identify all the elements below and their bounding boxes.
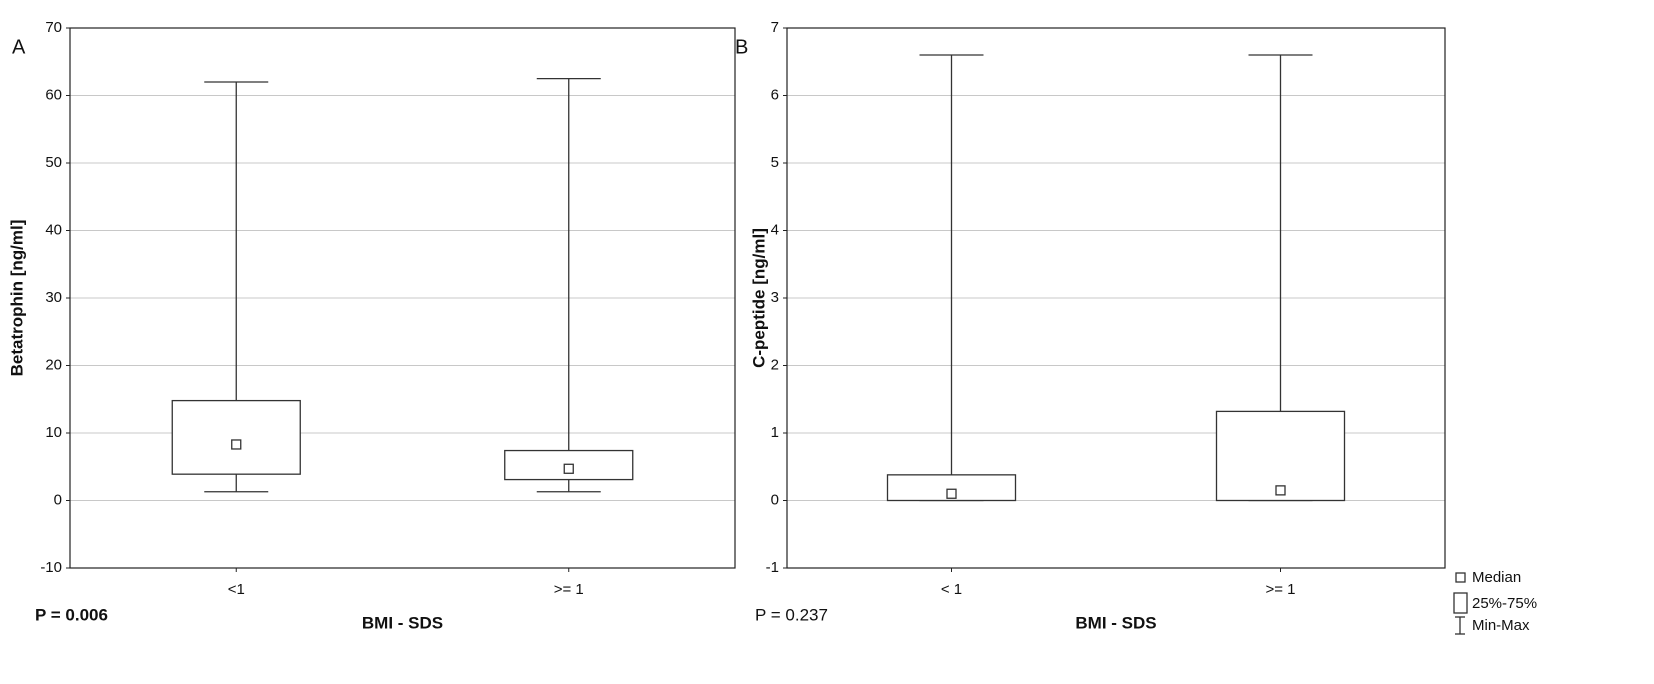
median-marker [946, 488, 957, 499]
y-tick-label: 20 [45, 356, 62, 373]
y-tick-label: 60 [45, 86, 62, 103]
y-axis-label: C-peptide [ng/ml] [749, 228, 768, 368]
legend-label: Min-Max [1472, 617, 1530, 634]
p-value: P = 0.237 [755, 605, 828, 624]
y-tick-label: 40 [45, 221, 62, 238]
y-tick-label: 0 [771, 491, 779, 508]
y-tick-label: 10 [45, 424, 62, 441]
y-tick-label: 70 [45, 19, 62, 36]
x-tick-label: < 1 [941, 581, 962, 598]
legend-label: Median [1472, 569, 1521, 586]
y-tick-label: 1 [771, 424, 779, 441]
median-marker [231, 439, 242, 450]
y-tick-label: 50 [45, 154, 62, 171]
y-tick-label: 5 [771, 154, 779, 171]
y-tick-label: 4 [771, 221, 779, 238]
median-marker [1275, 485, 1286, 496]
box [171, 399, 301, 475]
p-value: P = 0.006 [35, 605, 108, 624]
y-tick-label: -1 [766, 559, 779, 576]
legend-label: 25%-75% [1472, 595, 1537, 612]
y-tick-label: 30 [45, 289, 62, 306]
median-marker [563, 463, 574, 474]
y-tick-label: 2 [771, 356, 779, 373]
panel-label: A [12, 36, 26, 58]
x-tick-label: >= 1 [1265, 581, 1295, 598]
legend-median-icon [1455, 572, 1466, 583]
y-tick-label: -10 [40, 559, 62, 576]
y-tick-label: 0 [54, 491, 62, 508]
y-tick-label: 7 [771, 19, 779, 36]
x-tick-label: >= 1 [554, 581, 584, 598]
x-tick-label: <1 [228, 581, 245, 598]
y-tick-label: 6 [771, 86, 779, 103]
plot-frame [69, 27, 736, 569]
panel-label: B [735, 36, 748, 58]
x-axis-label: BMI - SDS [1075, 613, 1156, 632]
y-tick-label: 3 [771, 289, 779, 306]
legend-box-icon [1453, 592, 1468, 614]
plot-frame [786, 27, 1446, 569]
y-axis-label: Betatrophin [ng/ml] [7, 220, 26, 377]
x-axis-label: BMI - SDS [362, 613, 443, 632]
